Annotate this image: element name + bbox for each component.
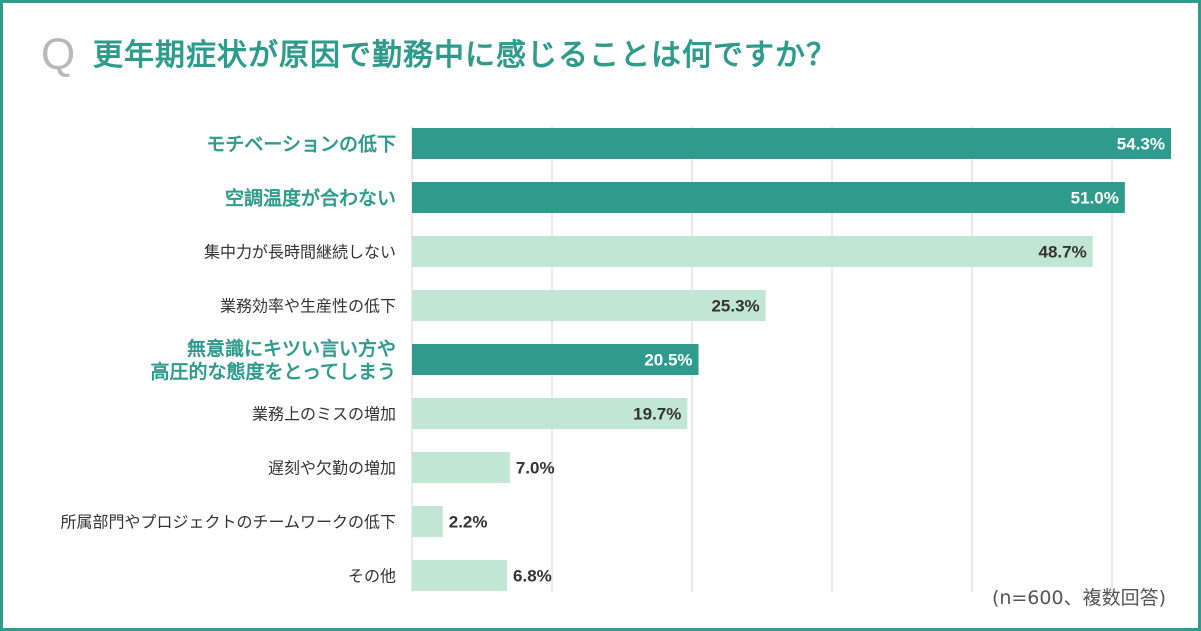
question-mark-icon: Q xyxy=(41,30,76,79)
category-label-2: 集中力が長時間継続しない xyxy=(204,243,396,262)
bar-0 xyxy=(412,128,1171,159)
bar-6 xyxy=(412,452,510,483)
bar-5 xyxy=(412,398,688,429)
chart-title: 更年期症状が原因で勤務中に感じることは何ですか？ xyxy=(93,38,837,73)
bar-8 xyxy=(412,560,508,591)
value-label-4: 20.5% xyxy=(644,351,692,370)
category-label-8: その他 xyxy=(348,567,396,586)
category-label-7: 所属部門やプロジェクトのチームワークの低下 xyxy=(60,513,396,532)
bar-3 xyxy=(412,290,766,321)
value-label-8: 6.8% xyxy=(513,567,552,586)
value-label-7: 2.2% xyxy=(449,513,488,532)
sample-note: (n=600、複数回答) xyxy=(991,587,1166,609)
bar-2 xyxy=(412,236,1093,267)
value-label-2: 48.7% xyxy=(1039,243,1087,262)
bar-7 xyxy=(412,506,443,537)
value-label-5: 19.7% xyxy=(633,405,681,424)
value-label-1: 51.0% xyxy=(1071,189,1119,208)
category-label-5: 業務上のミスの増加 xyxy=(252,405,396,424)
bar-1 xyxy=(412,182,1125,213)
value-label-3: 25.3% xyxy=(711,297,759,316)
category-label-6: 遅刻や欠勤の増加 xyxy=(268,459,396,478)
category-label-0: モチベーションの低下 xyxy=(206,133,396,156)
category-label-4-line-1: 高圧的な態度をとってしまう xyxy=(151,360,396,383)
value-label-0: 54.3% xyxy=(1117,135,1165,154)
bar-4 xyxy=(412,344,699,375)
category-label-4-line-0: 無意識にキツい言い方や xyxy=(187,337,396,360)
value-label-6: 7.0% xyxy=(516,459,555,478)
category-label-1: 空調温度が合わない xyxy=(225,187,396,210)
category-label-3: 業務効率や生産性の低下 xyxy=(220,297,396,316)
